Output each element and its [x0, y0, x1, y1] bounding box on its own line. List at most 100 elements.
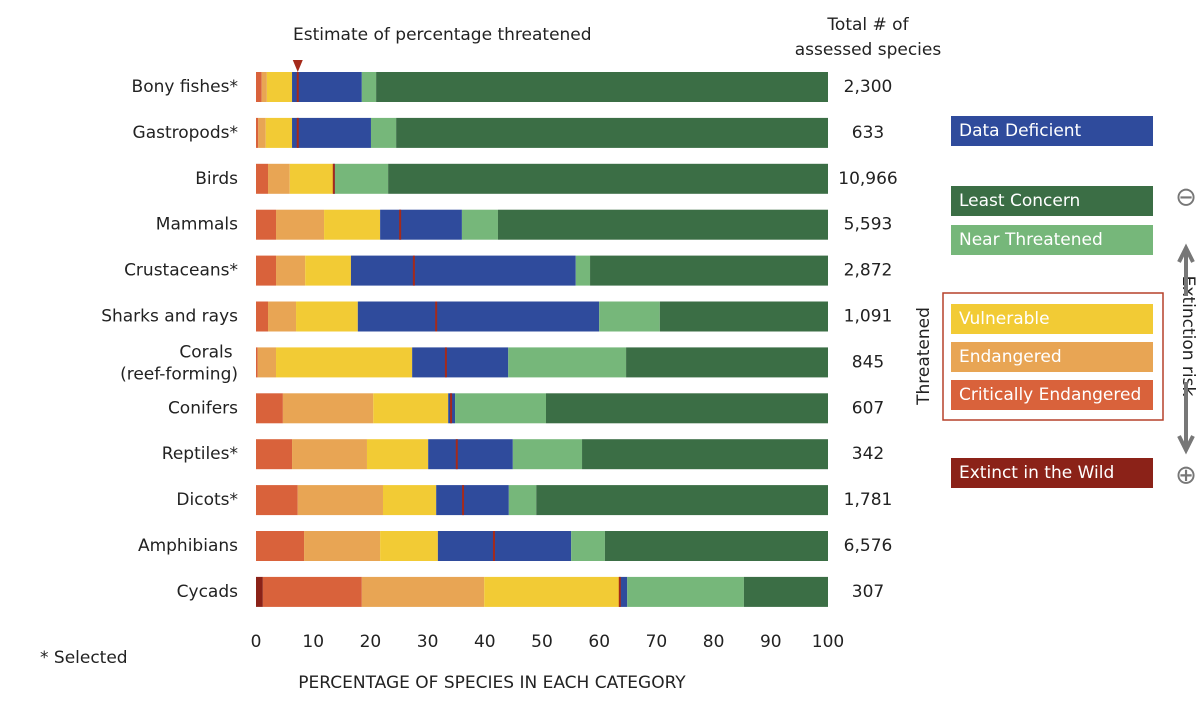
- bar-segment: [305, 255, 351, 286]
- bar-segment: [266, 72, 293, 102]
- bar-segment: [268, 301, 297, 332]
- bar-segment: [437, 531, 572, 561]
- category-label: Dicots*: [176, 490, 238, 510]
- bar-segment: [412, 347, 509, 378]
- total-label: 1,091: [844, 307, 893, 327]
- total-label: 633: [852, 123, 884, 143]
- x-tick-label: 100: [812, 632, 844, 652]
- legend-label: Vulnerable: [959, 309, 1050, 329]
- threatened-frame: [942, 292, 1164, 421]
- bar-segment: [289, 163, 334, 194]
- bar-segment: [256, 347, 258, 378]
- legend-label: Critically Endangered: [959, 385, 1141, 405]
- legend-swatch: [951, 186, 1153, 216]
- legend-swatch: [951, 304, 1153, 334]
- bar-segment: [571, 531, 605, 561]
- legend-label: Extinct in the Wild: [959, 463, 1114, 483]
- x-tick-label: 80: [703, 632, 725, 652]
- bar-segment: [361, 576, 485, 607]
- bar-segment: [455, 393, 547, 424]
- total-label: 5,593: [844, 215, 893, 235]
- legend-swatch: [951, 458, 1153, 488]
- bar-segment: [256, 72, 262, 102]
- category-label: Corals (reef-forming): [120, 342, 238, 384]
- bar-segment: [256, 576, 263, 607]
- bar-segment: [261, 72, 267, 102]
- category-label: Conifers: [168, 398, 238, 418]
- group-label: Threatened: [914, 307, 934, 406]
- category-label: Crustaceans*: [124, 261, 238, 281]
- x-axis-label: PERCENTAGE OF SPECIES IN EACH CATEGORY: [298, 673, 686, 693]
- bar-segment: [361, 72, 377, 102]
- bar-segment: [575, 255, 591, 286]
- bar-segment: [296, 301, 358, 332]
- category-label: Sharks and rays: [101, 307, 238, 327]
- total-label: 2,872: [844, 261, 893, 281]
- bar-segment: [508, 347, 627, 378]
- bar-segment: [262, 576, 362, 607]
- legend-swatch: [951, 342, 1153, 372]
- x-tick-label: 0: [251, 632, 262, 652]
- bar-segment: [376, 72, 828, 102]
- category-line: (reef-forming): [120, 364, 238, 384]
- bar-segment: [292, 439, 367, 470]
- x-tick-label: 50: [531, 632, 553, 652]
- bar-segment: [256, 485, 298, 516]
- total-label: 2,300: [844, 77, 893, 97]
- bar-segment: [382, 485, 437, 516]
- bar-segment: [743, 576, 828, 607]
- bar-segment: [257, 347, 277, 378]
- bar-segment: [512, 439, 583, 470]
- bar-segment: [582, 439, 828, 470]
- bar-segment: [461, 209, 498, 240]
- category-label: Gastropods*: [133, 123, 238, 143]
- category-label: Amphibians: [138, 536, 238, 556]
- bar-segment: [357, 301, 600, 332]
- bar-segment: [276, 209, 325, 240]
- bar-segment: [297, 485, 383, 516]
- total-label: 10,966: [838, 169, 897, 189]
- risk-low: ⊖: [1175, 183, 1197, 213]
- legend-swatch: [951, 116, 1153, 146]
- legend-swatch: [951, 225, 1153, 255]
- totals-title: assessed species: [795, 40, 942, 60]
- bar-segment: [627, 576, 744, 607]
- category-line: Corals: [179, 342, 238, 362]
- bar-segment: [370, 117, 397, 148]
- total-label: 607: [852, 398, 884, 418]
- bar-segment: [265, 117, 293, 148]
- bar-segment: [388, 163, 828, 194]
- bar-segment: [256, 209, 277, 240]
- bar-segment: [536, 485, 828, 516]
- category-label: Cycads: [177, 582, 238, 602]
- arrow-down: [1177, 382, 1195, 455]
- risk-label: Extinction risk: [1178, 276, 1198, 397]
- bar-segment: [276, 255, 306, 286]
- bar-segment: [324, 209, 381, 240]
- bar-segment: [436, 485, 509, 516]
- bar-segment: [380, 209, 462, 240]
- bar-segment: [304, 531, 381, 561]
- annotation-pointer: [292, 60, 303, 72]
- bar-segment: [292, 72, 362, 102]
- bar-segment: [256, 439, 293, 470]
- bar-segment: [590, 255, 828, 286]
- bar-segment: [619, 576, 628, 607]
- category-label: Bony fishes*: [132, 77, 238, 97]
- x-tick-label: 30: [417, 632, 439, 652]
- total-label: 307: [852, 582, 884, 602]
- bar-segment: [366, 439, 429, 470]
- bar-segment: [599, 301, 660, 332]
- bar-segment: [276, 347, 413, 378]
- bar-segment: [428, 439, 513, 470]
- bar-segment: [373, 393, 449, 424]
- x-tick-label: 70: [646, 632, 668, 652]
- bar-segment: [380, 531, 438, 561]
- bar-segment: [256, 163, 269, 194]
- risk-high: ⊕: [1175, 461, 1197, 491]
- legend-label: Data Deficient: [959, 121, 1082, 141]
- bar-segment: [497, 209, 828, 240]
- x-tick-label: 40: [474, 632, 496, 652]
- bar-segment: [282, 393, 374, 424]
